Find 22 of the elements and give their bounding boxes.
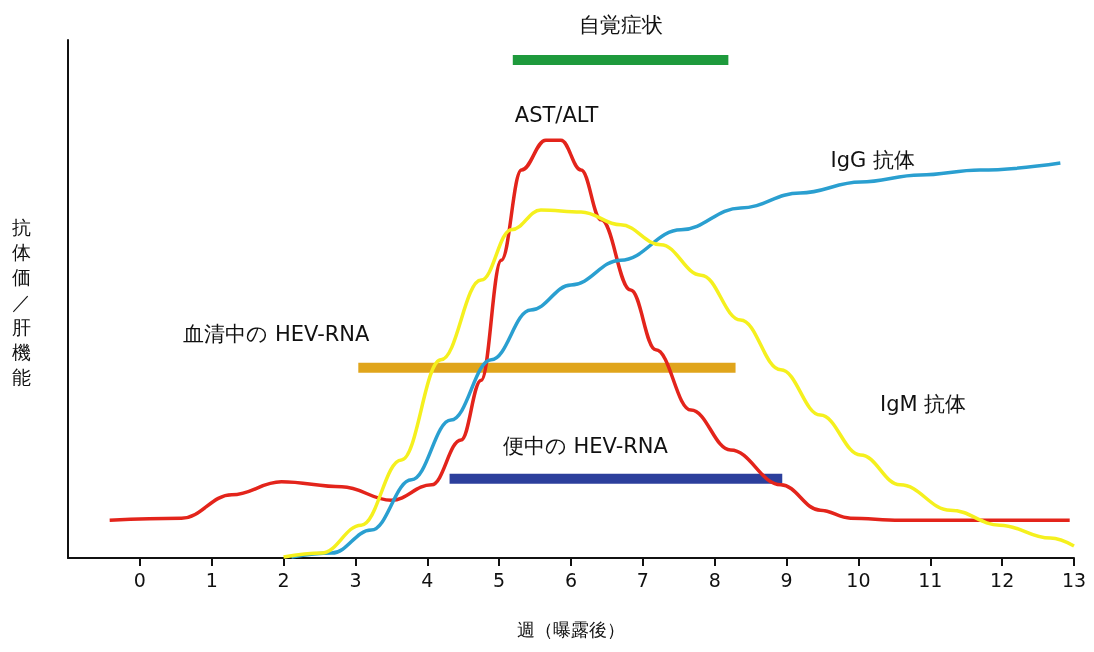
x-tick-label: 4 (421, 568, 434, 591)
x-tick-label: 3 (349, 568, 362, 591)
x-tick-label: 10 (846, 568, 871, 591)
x-tick-label: 9 (780, 568, 793, 591)
x-tick-label: 12 (990, 568, 1015, 591)
x-tick-label: 0 (133, 568, 146, 591)
x-tick-label: 13 (1061, 568, 1087, 591)
series-label: 便中の HEV-RNA (502, 433, 669, 458)
series-label: AST/ALT (514, 102, 599, 127)
x-tick-label: 8 (708, 568, 721, 591)
x-tick-label: 1 (205, 568, 218, 591)
x-tick-label: 5 (493, 568, 506, 591)
y-axis-title: 抗体価／肝機能 (12, 215, 32, 390)
series-label: 血清中の HEV-RNA (183, 321, 371, 346)
series-label: IgG 抗体 (830, 147, 916, 172)
x-axis-title: 週（曝露後） (517, 618, 625, 640)
series-label: 自覚症状 (579, 13, 664, 38)
x-tick-label: 7 (636, 568, 649, 591)
x-tick-label: 11 (918, 568, 943, 591)
x-tick-label: 6 (564, 568, 578, 591)
text: IgM 抗体 (879, 391, 967, 416)
x-tick-label: 2 (277, 568, 290, 591)
